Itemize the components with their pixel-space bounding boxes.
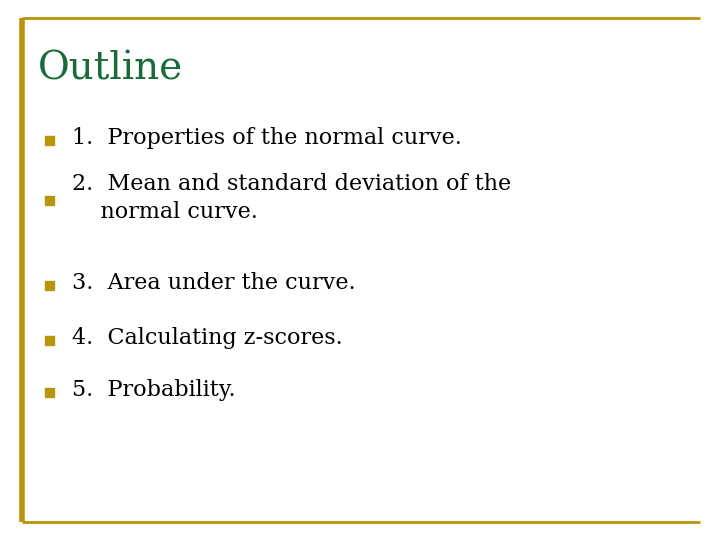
Text: 5.  Probability.: 5. Probability. xyxy=(72,379,235,401)
Text: 4.  Calculating z-scores.: 4. Calculating z-scores. xyxy=(72,327,343,349)
Text: 2.  Mean and standard deviation of the
    normal curve.: 2. Mean and standard deviation of the no… xyxy=(72,173,511,224)
Bar xyxy=(45,195,54,205)
Bar xyxy=(45,335,54,345)
Text: 3.  Area under the curve.: 3. Area under the curve. xyxy=(72,272,356,294)
Bar xyxy=(45,388,54,396)
Bar xyxy=(45,280,54,289)
Text: 1.  Properties of the normal curve.: 1. Properties of the normal curve. xyxy=(72,127,462,149)
Bar xyxy=(45,136,54,145)
Text: Outline: Outline xyxy=(38,50,184,87)
